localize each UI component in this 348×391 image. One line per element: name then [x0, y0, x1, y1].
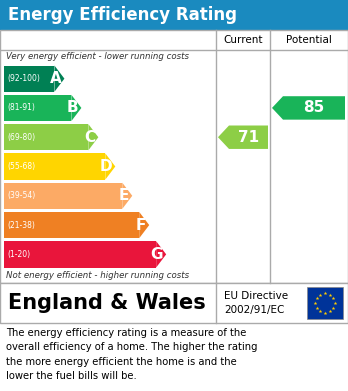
Bar: [4, 183, 122, 209]
Polygon shape: [139, 212, 149, 238]
Bar: [4, 124, 88, 151]
Text: Potential: Potential: [286, 35, 332, 45]
Text: B: B: [67, 100, 78, 115]
Bar: [4, 153, 105, 179]
Text: C: C: [84, 130, 95, 145]
Polygon shape: [218, 126, 268, 149]
Text: Current: Current: [223, 35, 263, 45]
Text: D: D: [100, 159, 112, 174]
Polygon shape: [272, 96, 345, 120]
Bar: [0, 0, 348, 30]
Text: (39-54): (39-54): [7, 191, 35, 200]
Text: England & Wales: England & Wales: [8, 293, 206, 313]
Text: F: F: [136, 217, 146, 233]
Bar: [307, 287, 343, 319]
Bar: [0, 283, 348, 323]
Text: (21-38): (21-38): [7, 221, 35, 230]
Text: A: A: [50, 71, 61, 86]
Text: (69-80): (69-80): [7, 133, 35, 142]
Bar: [4, 241, 156, 267]
Text: 71: 71: [238, 130, 259, 145]
Polygon shape: [71, 95, 81, 121]
Polygon shape: [105, 153, 115, 179]
Text: 85: 85: [303, 100, 325, 115]
Text: (92-100): (92-100): [7, 74, 40, 83]
Polygon shape: [88, 124, 98, 151]
Text: EU Directive
2002/91/EC: EU Directive 2002/91/EC: [224, 291, 288, 315]
Bar: [0, 30, 348, 283]
Text: (1-20): (1-20): [7, 250, 30, 259]
Polygon shape: [54, 66, 64, 92]
Text: The energy efficiency rating is a measure of the
overall efficiency of a home. T: The energy efficiency rating is a measur…: [6, 328, 258, 381]
Bar: [4, 212, 139, 238]
Text: Not energy efficient - higher running costs: Not energy efficient - higher running co…: [6, 271, 189, 280]
Text: E: E: [119, 188, 129, 203]
Bar: [4, 66, 54, 92]
Polygon shape: [156, 241, 166, 267]
Text: (55-68): (55-68): [7, 162, 35, 171]
Text: Energy Efficiency Rating: Energy Efficiency Rating: [8, 6, 237, 24]
Text: (81-91): (81-91): [7, 104, 35, 113]
Polygon shape: [122, 183, 132, 209]
Bar: [4, 95, 71, 121]
Text: Very energy efficient - lower running costs: Very energy efficient - lower running co…: [6, 52, 189, 61]
Text: G: G: [151, 247, 163, 262]
